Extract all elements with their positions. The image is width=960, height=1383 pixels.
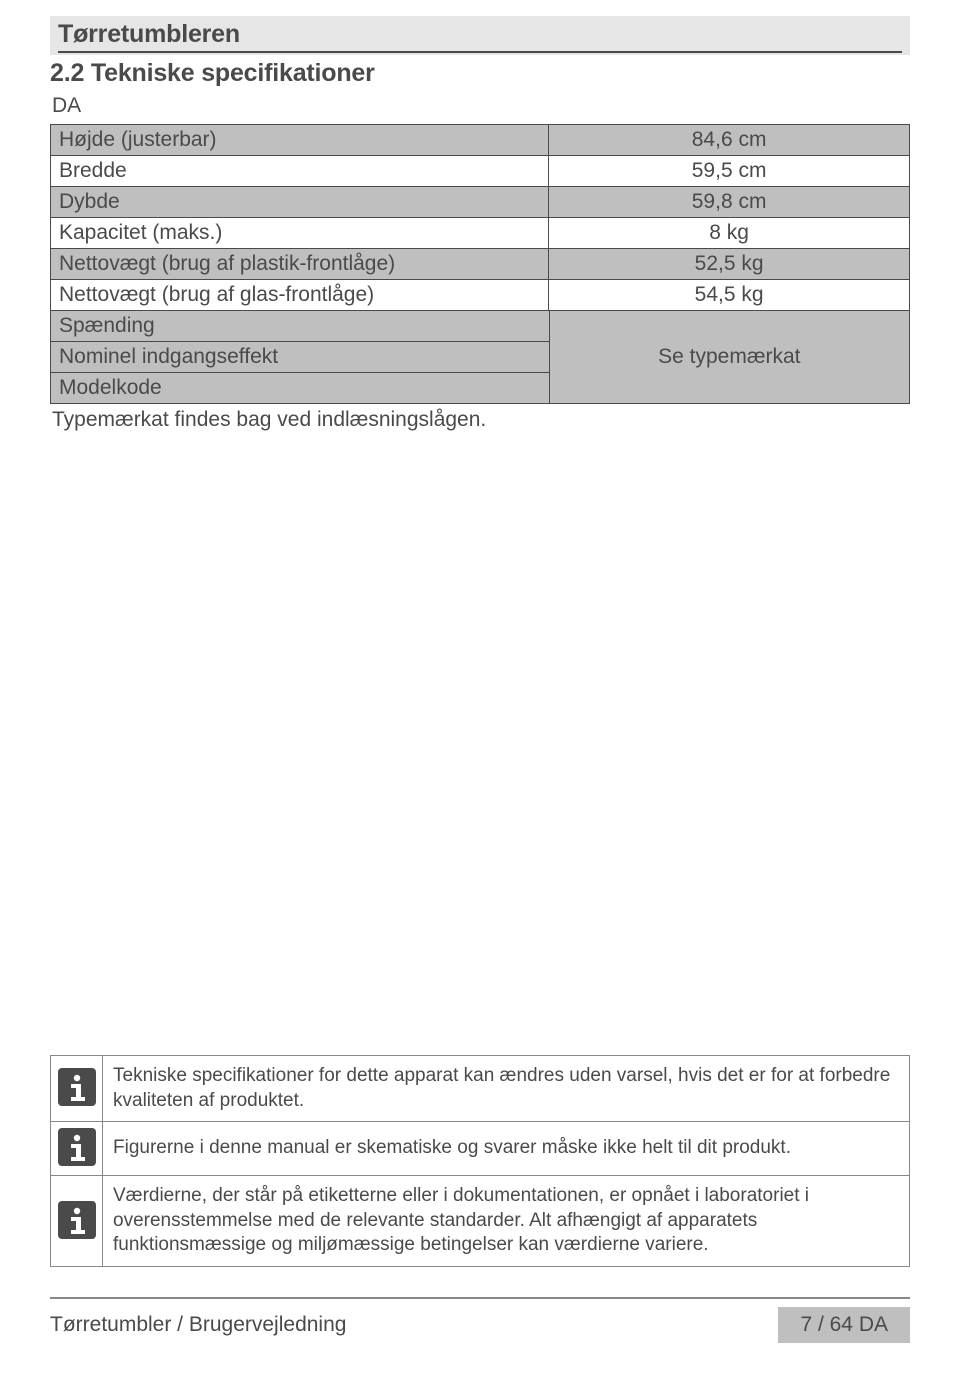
spec-label: Kapacitet (maks.) (51, 218, 549, 249)
spacer (50, 432, 910, 1055)
table-row: Højde (justerbar) 84,6 cm (51, 125, 910, 156)
spec-table: Højde (justerbar) 84,6 cm Bredde 59,5 cm… (50, 124, 910, 311)
spec-label: Dybde (51, 187, 549, 218)
spec-label: Nettovægt (brug af glas-frontlåge) (51, 280, 549, 311)
info-text: Tekniske specifikationer for dette appar… (103, 1055, 910, 1121)
spec-value: 59,8 cm (549, 187, 910, 218)
info-icon-cell (51, 1055, 103, 1121)
spec-value: 52,5 kg (549, 249, 910, 280)
spec-label: Modelkode (51, 373, 549, 403)
info-icon-cell (51, 1122, 103, 1176)
spec-value: 54,5 kg (549, 280, 910, 311)
info-row: Værdierne, der står på etiketterne eller… (51, 1175, 910, 1266)
info-row: Tekniske specifikationer for dette appar… (51, 1055, 910, 1121)
spec-value: 84,6 cm (549, 125, 910, 156)
spec-merged-value: Se typemærkat (549, 311, 909, 403)
page: Tørretumbleren 2.2 Tekniske specifikatio… (0, 0, 960, 1383)
table-row: Nettovægt (brug af glas-frontlåge) 54,5 … (51, 280, 910, 311)
info-row: Figurerne i denne manual er skematiske o… (51, 1122, 910, 1176)
header-band: Tørretumbleren (50, 16, 910, 55)
info-icon (58, 1201, 96, 1239)
language-code: DA (52, 94, 910, 118)
info-icon (58, 1128, 96, 1166)
footer-doc-title: Tørretumbler / Brugervejledning (50, 1313, 346, 1337)
spec-merged-block: Spænding Nominel indgangseffekt Modelkod… (50, 311, 910, 404)
spec-merged-labels: Spænding Nominel indgangseffekt Modelkod… (51, 311, 549, 403)
footer: Tørretumbler / Brugervejledning 7 / 64 D… (50, 1297, 910, 1343)
page-title: Tørretumbleren (58, 20, 902, 53)
spec-label: Bredde (51, 156, 549, 187)
table-row: Kapacitet (maks.) 8 kg (51, 218, 910, 249)
spec-footnote: Typemærkat findes bag ved indlæsningslåg… (52, 408, 910, 432)
section-title: 2.2 Tekniske specifikationer (50, 59, 910, 88)
spec-label: Nettovægt (brug af plastik-frontlåge) (51, 249, 549, 280)
spec-label: Spænding (51, 311, 549, 342)
info-text: Værdierne, der står på etiketterne eller… (103, 1175, 910, 1266)
spec-value: 59,5 cm (549, 156, 910, 187)
footer-page-number: 7 / 64 DA (778, 1307, 910, 1343)
info-text: Figurerne i denne manual er skematiske o… (103, 1122, 910, 1176)
info-icon-cell (51, 1175, 103, 1266)
info-icon (58, 1068, 96, 1106)
table-row: Dybde 59,8 cm (51, 187, 910, 218)
spec-value: 8 kg (549, 218, 910, 249)
table-row: Nettovægt (brug af plastik-frontlåge) 52… (51, 249, 910, 280)
spec-label: Højde (justerbar) (51, 125, 549, 156)
spec-label: Nominel indgangseffekt (51, 342, 549, 373)
table-row: Bredde 59,5 cm (51, 156, 910, 187)
info-table: Tekniske specifikationer for dette appar… (50, 1055, 910, 1267)
